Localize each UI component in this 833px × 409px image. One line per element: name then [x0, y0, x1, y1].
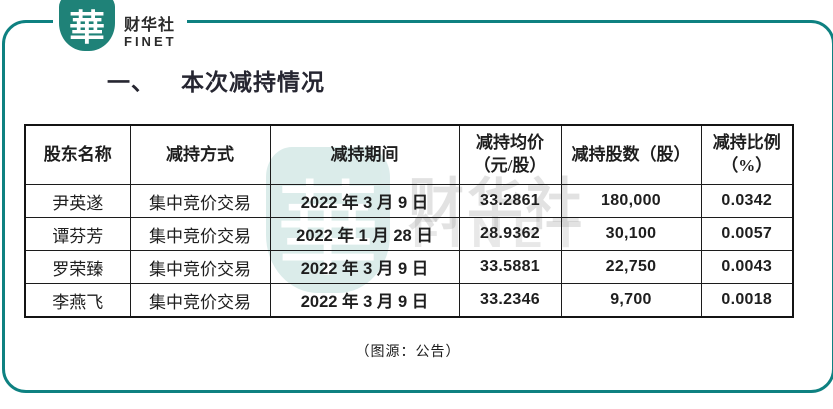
cell-shareholder: 李燕飞 [24, 283, 131, 318]
cell-ratio: 0.0057 [700, 217, 794, 251]
cell-ratio: 0.0342 [700, 184, 794, 218]
col-header-avg-price: 减持均价 （元/股） [458, 124, 562, 185]
cell-shares: 22,750 [560, 250, 702, 284]
cell-ratio: 0.0043 [700, 250, 794, 284]
col-header-ratio: 减持比例 （%） [700, 124, 794, 185]
cell-avg-price: 33.2861 [458, 184, 562, 218]
cell-method: 集中竞价交易 [129, 283, 271, 318]
cell-avg-price: 28.9362 [458, 217, 562, 251]
finet-logo-name-en: FINET [124, 33, 177, 49]
cell-shares: 180,000 [560, 184, 702, 218]
finet-logo-name-cn: 财华社 [124, 17, 176, 34]
cell-method: 集中竞价交易 [129, 184, 271, 218]
table-row: 谭芬芳 集中竞价交易 2022 年 1 月 28 日 28.9362 30,10… [24, 217, 794, 251]
cell-ratio: 0.0018 [700, 283, 794, 318]
section-heading-title: 本次减持情况 [181, 70, 325, 95]
section-heading: 一、 本次减持情况 [107, 63, 325, 97]
cell-shares: 9,700 [560, 283, 702, 318]
table-row: 尹英遂 集中竞价交易 2022 年 3 月 9 日 33.2861 180,00… [24, 184, 794, 218]
cell-period: 2022 年 3 月 9 日 [269, 283, 460, 318]
cell-method: 集中竞价交易 [129, 250, 271, 284]
cell-period: 2022 年 3 月 9 日 [269, 184, 460, 218]
cell-avg-price: 33.5881 [458, 250, 562, 284]
cell-shareholder: 谭芬芳 [24, 217, 131, 251]
finet-logo-icon: 華 [59, 0, 115, 51]
finet-logo-glyph: 華 [68, 8, 105, 48]
cell-avg-price: 33.2346 [458, 283, 562, 318]
table-row: 李燕飞 集中竞价交易 2022 年 3 月 9 日 33.2346 9,700 … [24, 283, 794, 318]
col-header-period: 减持期间 [269, 124, 460, 185]
cell-shareholder: 罗荣臻 [24, 250, 131, 284]
reduction-table: 股东名称 减持方式 减持期间 减持均价 （元/股） 减持股数（股） 减持比例 （%）… [24, 124, 794, 318]
col-header-method: 减持方式 [129, 124, 271, 185]
table-header-row: 股东名称 减持方式 减持期间 减持均价 （元/股） 减持股数（股） 减持比例 （%） [24, 124, 794, 185]
finet-logo-text: 财华社 FINET [124, 17, 177, 49]
table-row: 罗荣臻 集中竞价交易 2022 年 3 月 9 日 33.5881 22,750… [24, 250, 794, 284]
cell-period: 2022 年 1 月 28 日 [269, 217, 460, 251]
col-header-shareholder: 股东名称 [24, 124, 131, 185]
cell-period: 2022 年 3 月 9 日 [269, 250, 460, 284]
cell-shares: 30,100 [560, 217, 702, 251]
finet-logo: 華 财华社 FINET [53, 0, 187, 53]
image-source-caption: （图源：公告） [355, 345, 461, 360]
section-heading-index: 一、 [107, 70, 155, 95]
col-header-shares: 减持股数（股） [560, 124, 702, 185]
cell-method: 集中竞价交易 [129, 217, 271, 251]
cell-shareholder: 尹英遂 [24, 184, 131, 218]
